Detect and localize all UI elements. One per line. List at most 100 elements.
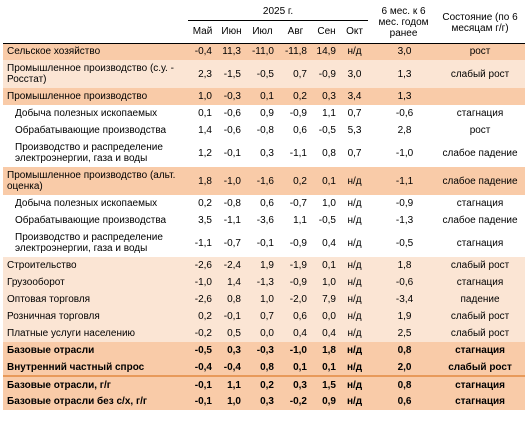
row-label: Строительство	[3, 257, 188, 274]
table-row: Производство и распределение электроэнер…	[3, 229, 526, 257]
row-six-months: 1,8	[368, 257, 436, 274]
row-value: -0,2	[279, 393, 312, 410]
row-value: 1,0	[246, 291, 279, 308]
row-value: -0,4	[217, 359, 246, 376]
header-month: Июл	[246, 20, 279, 44]
row-status: рост	[435, 43, 526, 60]
header-month: Сен	[312, 20, 341, 44]
row-value: 0,1	[312, 257, 341, 274]
row-value: 1,0	[217, 393, 246, 410]
table-row: Промышленное производство 1,0 -0,3 0,1 0…	[3, 88, 526, 105]
header-empty-2	[3, 20, 188, 44]
row-value: н/д	[341, 229, 369, 257]
row-six-months: 1,9	[368, 308, 436, 325]
row-status: слабый рост	[435, 308, 526, 325]
row-status: стагнация	[435, 274, 526, 291]
row-value: 1,9	[246, 257, 279, 274]
header-empty	[3, 3, 188, 20]
header-month: Июн	[217, 20, 246, 44]
row-value: -11,8	[279, 43, 312, 60]
table-row: Оптовая торговля -2,6 0,8 1,0 -2,0 7,9 н…	[3, 291, 526, 308]
row-value: н/д	[341, 359, 369, 376]
row-value: 0,6	[279, 122, 312, 139]
table-row: Производство и распределение электроэнер…	[3, 139, 526, 167]
row-value: н/д	[341, 257, 369, 274]
row-value: 0,2	[246, 375, 279, 393]
row-value: -2,0	[279, 291, 312, 308]
row-value: н/д	[341, 195, 369, 212]
row-value: н/д	[341, 43, 369, 60]
row-label: Базовые отрасли без с/х, г/г	[3, 393, 188, 410]
row-value: -0,1	[217, 139, 246, 167]
row-six-months: 2,8	[368, 122, 436, 139]
row-value: 0,4	[312, 229, 341, 257]
table-row: Добыча полезных ископаемых 0,2 -0,8 0,6 …	[3, 195, 526, 212]
row-value: -0,8	[246, 122, 279, 139]
row-label: Производство и распределение электроэнер…	[3, 139, 188, 167]
header-year: 2025 г.	[188, 3, 369, 21]
row-value: 0,1	[246, 88, 279, 105]
row-value: 7,9	[312, 291, 341, 308]
row-six-months: 1,3	[368, 88, 436, 105]
row-six-months: -0,5	[368, 229, 436, 257]
row-label: Сельское хозяйство	[3, 43, 188, 60]
table-row: Промышленное производство (с.у. - Росста…	[3, 60, 526, 88]
row-label: Добыча полезных ископаемых	[3, 105, 188, 122]
row-value: 1,0	[312, 274, 341, 291]
row-value: 14,9	[312, 43, 341, 60]
row-six-months: -1,3	[368, 212, 436, 229]
row-six-months: 0,8	[368, 375, 436, 393]
row-value: -0,6	[217, 122, 246, 139]
row-value: н/д	[341, 308, 369, 325]
row-status: стагнация	[435, 393, 526, 410]
row-value: -0,6	[217, 105, 246, 122]
row-status: слабое падение	[435, 167, 526, 195]
table-row: Базовые отрасли без с/х, г/г -0,1 1,0 0,…	[3, 393, 526, 410]
row-value: 0,7	[279, 60, 312, 88]
row-value: -1,0	[279, 342, 312, 359]
row-value: 0,7	[246, 308, 279, 325]
row-status: слабый рост	[435, 60, 526, 88]
row-six-months: -1,1	[368, 167, 436, 195]
row-label: Промышленное производство (с.у. - Росста…	[3, 60, 188, 88]
table-row: Базовые отрасли -0,5 0,3 -0,3 -1,0 1,8 н…	[3, 342, 526, 359]
row-value: 0,6	[279, 308, 312, 325]
row-value: -0,5	[188, 342, 217, 359]
row-value: 1,4	[188, 122, 217, 139]
table-row: Обрабатывающие производства 3,5 -1,1 -3,…	[3, 212, 526, 229]
row-value: -1,5	[217, 60, 246, 88]
row-value: 5,3	[341, 122, 369, 139]
row-value: -0,5	[312, 212, 341, 229]
row-value: 0,2	[279, 88, 312, 105]
row-value: 0,1	[312, 359, 341, 376]
row-six-months: -0,6	[368, 274, 436, 291]
row-value: 0,2	[188, 195, 217, 212]
row-value: 0,4	[312, 325, 341, 342]
row-value: 1,1	[279, 212, 312, 229]
row-status: рост	[435, 122, 526, 139]
row-value: -1,1	[188, 229, 217, 257]
row-value: -2,6	[188, 257, 217, 274]
row-value: -1,3	[246, 274, 279, 291]
row-value: 0,3	[312, 88, 341, 105]
row-value: 11,3	[217, 43, 246, 60]
row-value: 0,9	[312, 393, 341, 410]
row-value: -0,1	[188, 375, 217, 393]
row-value: 0,0	[246, 325, 279, 342]
row-value: -1,1	[217, 212, 246, 229]
row-value: -0,7	[279, 195, 312, 212]
row-value: -0,1	[246, 229, 279, 257]
row-value: -2,4	[217, 257, 246, 274]
row-label: Платные услуги населению	[3, 325, 188, 342]
row-value: 0,3	[246, 139, 279, 167]
row-value: -0,2	[188, 325, 217, 342]
row-value: н/д	[341, 375, 369, 393]
table-row: Строительство -2,6 -2,4 1,9 -1,9 0,1 н/д…	[3, 257, 526, 274]
row-label: Добыча полезных ископаемых	[3, 195, 188, 212]
row-value: -1,0	[188, 274, 217, 291]
row-six-months: 0,8	[368, 342, 436, 359]
row-value: -3,6	[246, 212, 279, 229]
row-value: -0,3	[217, 88, 246, 105]
row-value: н/д	[341, 167, 369, 195]
row-status: стагнация	[435, 375, 526, 393]
